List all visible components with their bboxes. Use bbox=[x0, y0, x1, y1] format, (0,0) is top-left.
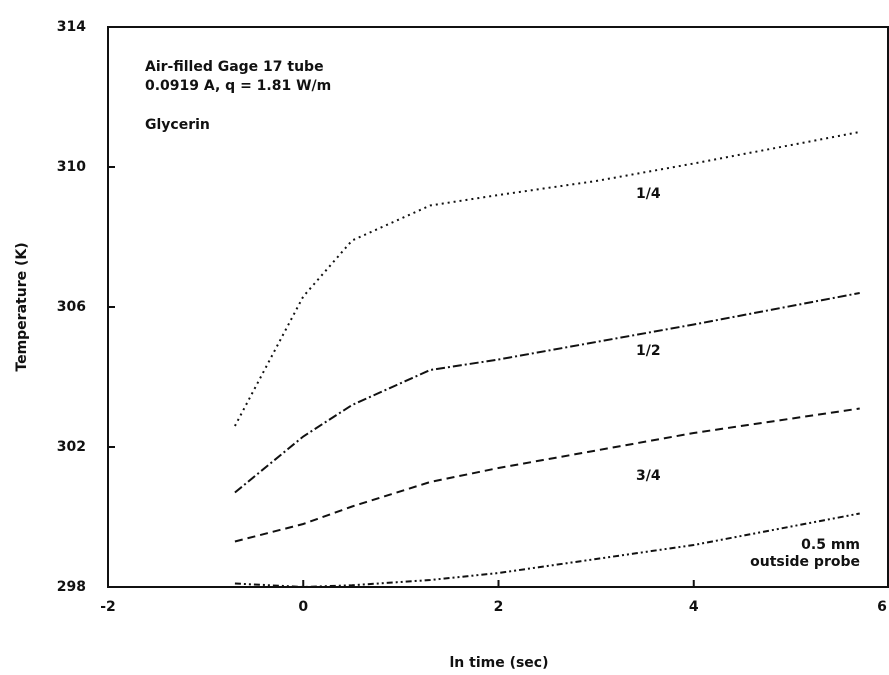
y-tick-label: 314 bbox=[57, 19, 86, 35]
annotation: Glycerin bbox=[145, 117, 210, 133]
annotation: Air-filled Gage 17 tube bbox=[145, 59, 324, 75]
series-label: 0.5 mm outside probe bbox=[740, 537, 860, 571]
series-label: 1/4 bbox=[636, 186, 661, 203]
line-series bbox=[235, 293, 860, 493]
x-tick-label: 4 bbox=[689, 599, 699, 615]
y-tick-label: 302 bbox=[57, 439, 86, 455]
series-label: 1/2 bbox=[636, 343, 661, 360]
x-tick-label: 0 bbox=[298, 599, 308, 615]
annotation: 0.0919 A, q = 1.81 W/m bbox=[145, 78, 331, 94]
y-tick-label: 298 bbox=[57, 579, 86, 595]
x-axis-label: ln time (sec) bbox=[449, 655, 548, 671]
line-series bbox=[235, 132, 860, 426]
plot-frame bbox=[108, 27, 888, 587]
chart: ln time (sec) Temperature (K) Air-filled… bbox=[0, 0, 889, 675]
y-axis-label: Temperature (K) bbox=[14, 242, 30, 371]
x-tick-label: 2 bbox=[494, 599, 504, 615]
series-label: 3/4 bbox=[636, 468, 661, 485]
x-tick-label: -2 bbox=[100, 599, 116, 615]
y-tick-label: 306 bbox=[57, 299, 86, 315]
x-tick-label: 6 bbox=[877, 599, 887, 615]
line-series bbox=[235, 409, 860, 542]
page: ln time (sec) Temperature (K) Air-filled… bbox=[0, 0, 889, 675]
y-tick-label: 310 bbox=[57, 159, 86, 175]
